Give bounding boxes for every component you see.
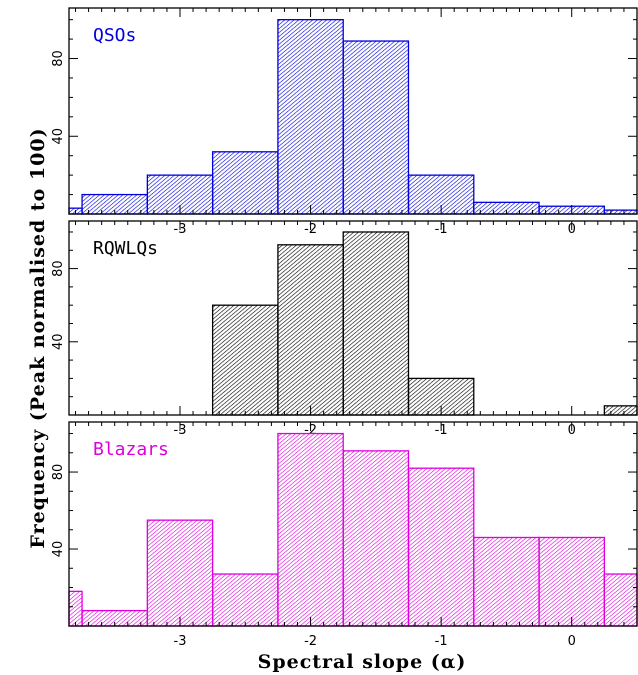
plot-frame — [68, 220, 638, 416]
histogram-bar — [342, 231, 410, 416]
histogram-bar — [211, 304, 279, 416]
y-tick-label: 80 — [51, 50, 66, 67]
histogram-bar — [407, 467, 475, 627]
histogram-bar — [603, 405, 638, 416]
histogram-bar — [603, 573, 638, 627]
histogram-bar — [473, 536, 540, 627]
panel-label: RQWLQs — [93, 238, 158, 259]
plot-frame — [68, 7, 638, 215]
histogram-bar — [68, 590, 83, 627]
x-axis-label: Spectral slope (α) — [258, 651, 467, 673]
histogram-bar — [538, 536, 606, 627]
y-tick-label: 40 — [51, 334, 66, 351]
histogram-bar — [277, 432, 344, 627]
x-tick-label: -3 — [174, 634, 187, 649]
histogram-bar — [211, 151, 279, 215]
y-tick-label: 80 — [51, 260, 66, 277]
y-tick-label: 40 — [51, 128, 66, 145]
panel-label: QSOs — [93, 25, 136, 46]
histogram-bar — [211, 573, 279, 627]
panel-label: Blazars — [93, 439, 169, 460]
histogram-bar — [277, 19, 344, 215]
histogram-bar — [342, 40, 410, 215]
histogram-bar — [277, 244, 344, 416]
y-tick-label: 80 — [51, 464, 66, 481]
y-axis-label: Frequency (Peak normalised to 100) — [27, 127, 49, 548]
histogram-bar — [342, 450, 410, 627]
plot-frame — [68, 421, 638, 627]
x-tick-label: -2 — [304, 634, 317, 649]
x-tick-label: -1 — [435, 634, 448, 649]
x-tick-label: 0 — [568, 634, 576, 649]
histogram-bar — [146, 519, 214, 627]
panel-blazars: -3 -2 -1 0 40 80 Blazars — [51, 421, 638, 649]
y-tick-label: 40 — [51, 541, 66, 558]
